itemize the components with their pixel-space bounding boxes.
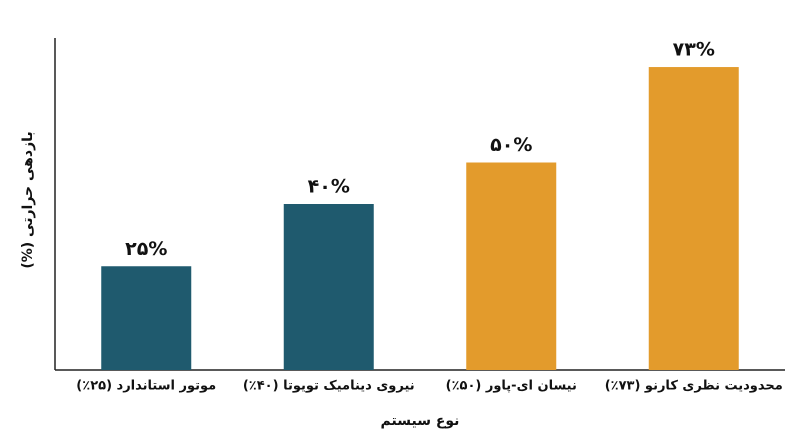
bar bbox=[101, 266, 192, 370]
x-tick-label: نیسان ای-پاور (۵۰٪) bbox=[446, 379, 577, 394]
x-tick-label: محدودیت نظری کارنو (۷۳٪) bbox=[605, 379, 783, 394]
bar bbox=[466, 162, 557, 370]
x-tick-label: نیروی دینامیک تویوتا (۴۰٪) bbox=[243, 379, 415, 394]
bar bbox=[648, 67, 739, 371]
x-axis-title: نوع سیستم bbox=[381, 413, 460, 429]
value-label: ۴۰% bbox=[308, 176, 350, 198]
x-tick-label: موتور استاندارد (۲۵٪) bbox=[76, 379, 216, 394]
y-axis-title: بازدهی حرارتی (%) bbox=[20, 131, 36, 268]
value-label: ۷۳% bbox=[673, 39, 715, 61]
value-label: ۵۰% bbox=[490, 134, 532, 156]
bar bbox=[283, 204, 374, 370]
value-label: ۲۵% bbox=[125, 238, 167, 260]
